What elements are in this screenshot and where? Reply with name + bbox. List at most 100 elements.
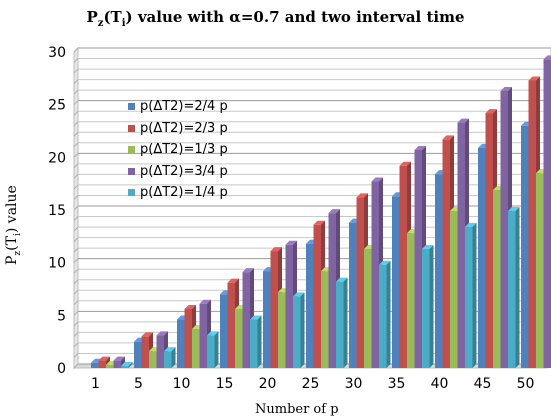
gridline-side: [73, 268, 79, 274]
bar: [328, 213, 336, 368]
y-tick-label: 15: [48, 203, 66, 219]
legend-swatch: [128, 189, 135, 197]
bar: [313, 224, 321, 368]
bar: [478, 147, 486, 368]
bar-top: [328, 209, 340, 214]
bar: [493, 189, 501, 368]
gridline-side: [73, 195, 79, 200]
bar: [465, 226, 473, 368]
bar: [435, 174, 443, 368]
gridline-side: [73, 121, 79, 127]
bar: [285, 244, 293, 368]
bar: [149, 351, 157, 368]
gridline-side: [73, 289, 79, 295]
title-prefix: P: [86, 8, 98, 26]
bar-top: [528, 76, 540, 81]
bar-top: [184, 305, 196, 310]
bar-top: [356, 193, 368, 198]
bar-top: [379, 260, 391, 265]
title-rest: ) value with α=0.7 and two interval time: [125, 8, 465, 26]
bar: [521, 125, 529, 368]
x-tick-label: 30: [345, 376, 363, 392]
bar-side: [257, 315, 262, 368]
gridline-side: [73, 353, 79, 358]
bar: [164, 351, 172, 368]
bar: [141, 336, 149, 368]
title-sub-z: z: [97, 18, 104, 29]
x-tick-label: 5: [134, 376, 143, 392]
bar: [199, 303, 207, 368]
bar-top: [98, 356, 110, 361]
y-tick-label: 5: [57, 308, 66, 324]
y-tick-label: 10: [48, 256, 66, 272]
legend-item: p(ΔT2)=2/3 p: [128, 118, 228, 140]
chart-title: Pz(Ti) value with α=0.7 and two interval…: [0, 8, 551, 29]
bar-top: [485, 109, 497, 114]
legend-label: p(ΔT2)=2/3 p: [140, 120, 228, 136]
bar-top: [121, 361, 133, 366]
bar-side: [429, 244, 434, 368]
gridline-side: [73, 279, 79, 285]
bar: [371, 181, 379, 368]
bar: [321, 271, 329, 368]
x-tick-label: 45: [474, 376, 492, 392]
y-tick-label: 20: [48, 150, 66, 166]
bar: [528, 80, 536, 368]
gridline-side: [73, 58, 79, 63]
x-tick-label: 25: [302, 376, 320, 392]
bar-top: [156, 331, 168, 336]
x-tick-label: 1: [91, 376, 100, 392]
bar-top: [285, 240, 297, 245]
gridline-side: [73, 184, 79, 190]
bar: [192, 329, 200, 368]
gridline-side: [73, 47, 79, 53]
x-tick-label: 35: [388, 376, 406, 392]
bar: [543, 59, 551, 369]
bar-top: [465, 222, 477, 227]
bar: [349, 222, 357, 368]
bar: [414, 149, 422, 368]
legend-item: p(ΔT2)=3/4 p: [128, 161, 228, 183]
bar: [134, 341, 142, 368]
legend: p(ΔT2)=2/4 p p(ΔT2)=2/3 p p(ΔT2)=1/3 p p(ΔT…: [128, 96, 228, 204]
gridline-side: [73, 142, 79, 148]
bar: [270, 251, 278, 368]
gridline-side: [73, 89, 79, 95]
bar: [156, 335, 164, 368]
bar-top: [250, 315, 262, 320]
legend-label: p(ΔT2)=2/4 p: [140, 99, 228, 115]
x-tick-label: 10: [173, 376, 191, 392]
gridline-side: [73, 300, 79, 306]
gridline-side: [73, 174, 79, 179]
gridline-side: [73, 163, 79, 169]
bar-side: [171, 347, 176, 368]
gridline-side: [73, 321, 79, 327]
bar-top: [399, 161, 411, 166]
bar: [500, 90, 508, 369]
bar-top: [500, 86, 512, 91]
gridline-side: [73, 100, 79, 106]
title-sub-i: i: [121, 18, 126, 29]
bar-top: [270, 247, 282, 252]
bar-top: [422, 244, 434, 249]
gridline-side: [73, 310, 79, 316]
legend-swatch: [128, 103, 135, 111]
bar-side: [472, 222, 477, 368]
bar: [227, 282, 235, 368]
bar-top: [371, 177, 383, 182]
gridline-side: [73, 152, 79, 158]
bar: [442, 139, 450, 368]
bar-top: [207, 331, 219, 336]
x-axis-label: Number of p: [255, 402, 339, 417]
bar: [121, 365, 129, 368]
gridline-side: [73, 342, 79, 348]
bar: [98, 360, 106, 368]
bar: [536, 173, 544, 368]
legend-swatch: [128, 124, 135, 132]
bar: [207, 335, 215, 368]
bar: [399, 165, 407, 368]
legend-label: p(ΔT2)=3/4 p: [140, 163, 228, 179]
gridline-side: [73, 247, 79, 253]
bar: [220, 294, 228, 368]
bar: [91, 362, 99, 368]
